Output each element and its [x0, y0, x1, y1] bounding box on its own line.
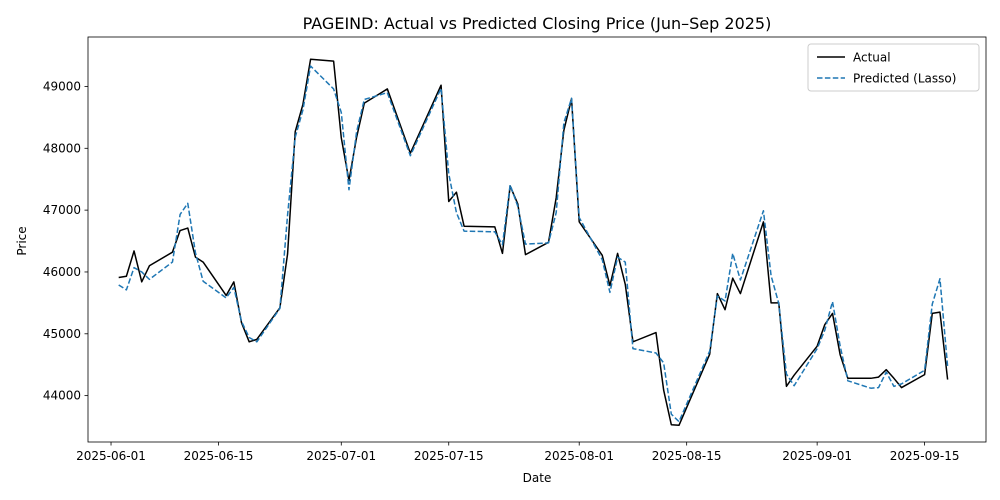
legend: Actual Predicted (Lasso) — [807, 43, 980, 92]
x-tick-label: 2025-06-01 — [76, 449, 146, 463]
series-line-predicted — [118, 65, 949, 423]
x-tick-label: 2025-09-01 — [782, 449, 852, 463]
legend-box — [807, 43, 980, 92]
y-tick-label: 49000 — [43, 79, 81, 93]
chart-title: PAGEIND: Actual vs Predicted Closing Pri… — [303, 14, 772, 33]
plot-frame — [87, 36, 987, 443]
x-tick-label: 2025-08-01 — [544, 449, 614, 463]
series-line-actual — [118, 58, 949, 427]
y-tick-label: 47000 — [43, 203, 81, 217]
y-tick-label: 46000 — [43, 265, 81, 279]
x-tick-label: 2025-07-01 — [306, 449, 376, 463]
series-lines — [118, 58, 949, 427]
plot-background — [88, 37, 986, 442]
axes: 2025-06-01 2025-06-15 2025-07-01 2025-07-15… — [43, 36, 987, 463]
legend-label-predicted: Predicted (Lasso) — [853, 72, 956, 86]
x-tick-label: 2025-07-15 — [414, 449, 484, 463]
x-axis-label: Date — [523, 471, 552, 485]
y-tick-label: 48000 — [43, 141, 81, 155]
x-tick-label: 2025-08-15 — [652, 449, 722, 463]
x-tick-label: 2025-09-15 — [890, 449, 960, 463]
y-axis-label: Price — [15, 226, 29, 255]
plot-area — [88, 37, 986, 442]
x-tick-label: 2025-06-15 — [184, 449, 254, 463]
legend-label-actual: Actual — [853, 51, 891, 65]
y-tick-label: 44000 — [43, 389, 81, 403]
y-tick-label: 45000 — [43, 327, 81, 341]
